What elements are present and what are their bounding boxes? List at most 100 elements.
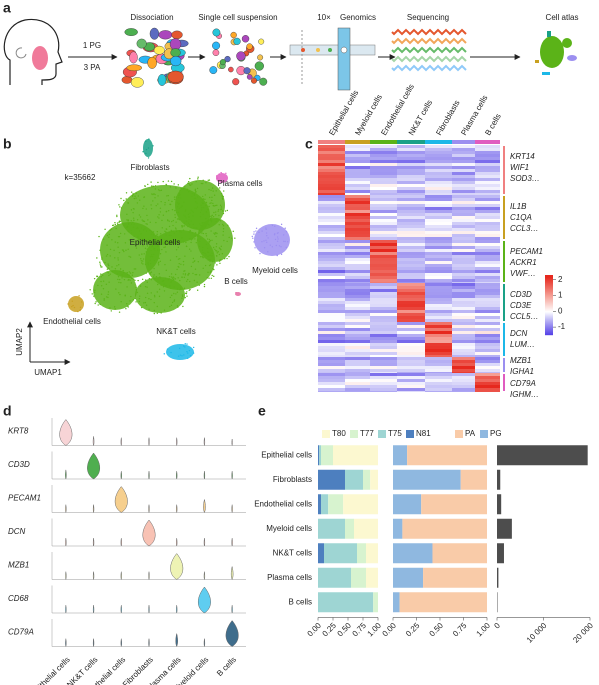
color-scale: [545, 297, 553, 299]
cell-point: [108, 281, 110, 283]
heatmap-cell: [397, 219, 425, 222]
cell-point: [166, 348, 169, 350]
heatmap-cell: [345, 373, 370, 376]
heatmap-cell: [475, 355, 500, 357]
violin: [231, 504, 233, 514]
color-scale: [545, 275, 553, 277]
cell-point: [185, 241, 187, 244]
heatmap-cell: [318, 352, 345, 355]
heatmap-cell: [370, 369, 397, 372]
heatmap-cell: [318, 360, 345, 363]
bar: [345, 469, 363, 490]
heatmap-cell: [345, 178, 370, 181]
cluster-label: B cells: [224, 277, 248, 286]
heatmap-cell: [452, 264, 475, 267]
heatmap-cell: [397, 234, 425, 237]
heatmap-cell: [475, 279, 500, 282]
step-label: Dissociation: [130, 13, 173, 22]
heatmap-cell: [370, 304, 397, 307]
bar: [373, 592, 378, 613]
violin: [92, 538, 95, 547]
cell-point: [157, 216, 159, 218]
heatmap-cell: [425, 151, 452, 154]
heatmap-cell: [345, 175, 370, 178]
cell-point: [196, 227, 198, 229]
heatmap-cell: [318, 346, 345, 349]
heatmap-cell: [370, 145, 397, 148]
panel-label: d: [3, 403, 12, 419]
heatmap-cell: [370, 234, 397, 237]
heatmap-cell: [425, 310, 452, 313]
cell-point: [214, 204, 217, 207]
cell-point: [276, 254, 278, 257]
heatmap-cell: [397, 258, 425, 261]
ear-icon: [15, 47, 27, 59]
bar: [497, 494, 502, 515]
heatmap-cell: [318, 316, 345, 319]
heatmap-cell: [425, 198, 452, 201]
cell-point: [212, 202, 214, 205]
heatmap-cell: [475, 267, 500, 270]
heatmap-cell: [397, 283, 425, 286]
cell-point: [166, 219, 169, 221]
heatmap-cell: [452, 195, 475, 198]
violin: [92, 571, 95, 581]
heatmap-cell: [452, 216, 475, 219]
cell-point: [179, 288, 181, 291]
heatmap-cell: [318, 372, 345, 373]
heatmap-cell: [425, 258, 452, 261]
heatmap-cell: [397, 154, 425, 157]
heatmap-cell: [475, 322, 500, 325]
cell-point: [251, 235, 253, 238]
heatmap-cell: [452, 193, 475, 195]
violin: [59, 419, 73, 446]
cell-point: [215, 243, 218, 245]
heatmap-cell: [345, 355, 370, 357]
violin: [231, 605, 233, 614]
cell: [241, 35, 250, 43]
cell-point: [139, 216, 142, 218]
heatmap-cell: [397, 163, 425, 166]
cell-point: [167, 194, 170, 197]
heatmap-cell: [318, 313, 345, 316]
cell-point: [138, 214, 141, 216]
heatmap-cell: [397, 276, 425, 279]
heatmap-cell: [345, 151, 370, 154]
heatmap-cell: [318, 225, 345, 228]
cell-point: [158, 214, 160, 216]
cell-point: [130, 232, 133, 234]
cell-point: [149, 259, 152, 262]
cell-point: [144, 296, 147, 299]
heatmap-cell: [475, 148, 500, 151]
cell-point: [188, 216, 190, 218]
violin: [176, 471, 178, 480]
heatmap-cell: [345, 334, 370, 337]
cell-point: [181, 297, 183, 299]
cell-point: [160, 189, 163, 192]
cell-point: [154, 185, 157, 187]
cell-point: [146, 223, 148, 225]
cell-point: [191, 232, 193, 234]
cell-point: [163, 239, 166, 241]
heatmap-cell: [370, 163, 397, 166]
heatmap-cell: [475, 289, 500, 292]
heatmap-cell: [475, 154, 500, 157]
heatmap-cell: [318, 289, 345, 292]
cell-point: [213, 194, 216, 196]
heatmap-cell: [475, 228, 500, 231]
cluster-label: Endothelial cells: [43, 317, 101, 326]
heatmap-cell: [452, 267, 475, 270]
cell-point: [132, 193, 134, 195]
bar: [363, 469, 371, 490]
x-tick-label: 0.00: [306, 621, 324, 639]
heatmap-cell: [425, 292, 452, 295]
heatmap-cell: [452, 243, 475, 246]
cell-point: [99, 249, 101, 252]
color-scale: [545, 308, 553, 310]
cell-point: [186, 291, 188, 293]
x-tick-label: 0.00: [381, 621, 399, 639]
heatmap-cell: [318, 160, 345, 163]
color-scale: [545, 290, 553, 292]
violin: [225, 620, 239, 647]
